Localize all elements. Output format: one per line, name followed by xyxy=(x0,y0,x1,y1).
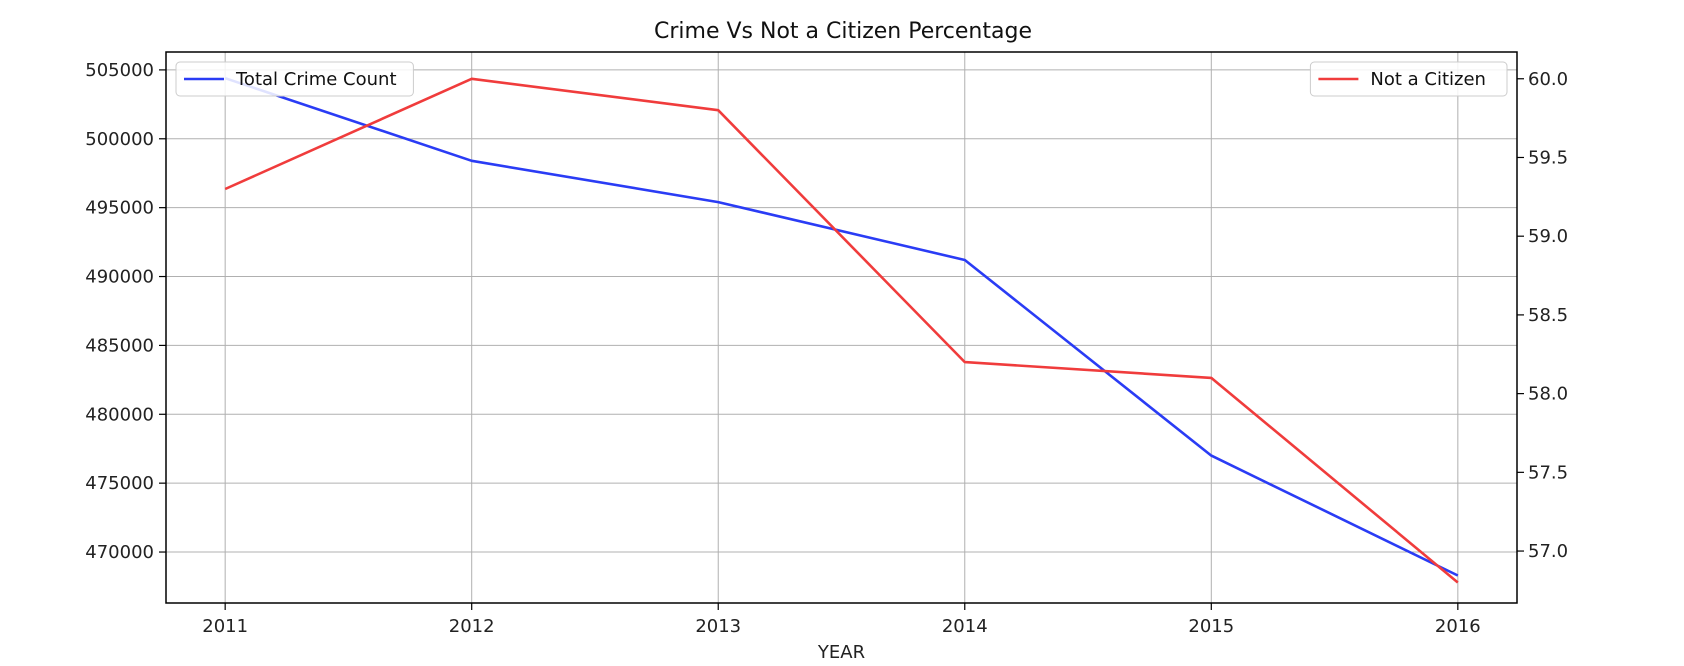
right-y-tick-label: 59.0 xyxy=(1528,226,1568,247)
x-axis-label: YEAR xyxy=(817,642,865,663)
series-line-total-crime-count xyxy=(224,76,1459,577)
legend-label: Not a Citizen xyxy=(1370,69,1486,90)
right-y-axis: 57.0 57.5 58.0 58.5 59.0 59.5 60.0 xyxy=(1517,69,1568,562)
legend-label: Total Crime Count xyxy=(235,69,397,90)
x-tick-label: 2012 xyxy=(449,616,495,637)
left-y-tick-label: 505000 xyxy=(85,60,154,81)
x-tick-label: 2014 xyxy=(942,616,988,637)
right-y-tick-label: 59.5 xyxy=(1528,147,1568,168)
series-layer xyxy=(224,76,1459,584)
left-y-axis: 470000 475000 480000 485000 490000 495000 5000… xyxy=(85,60,166,563)
right-y-tick-label: 60.0 xyxy=(1528,69,1568,90)
right-y-tick-label: 58.0 xyxy=(1528,384,1568,405)
x-tick-label: 2011 xyxy=(202,616,248,637)
x-axis: 2011 2012 2013 2014 2015 2016 xyxy=(202,603,1481,637)
left-y-tick-label: 480000 xyxy=(85,404,154,425)
left-y-tick-label: 470000 xyxy=(85,542,154,563)
grid-layer xyxy=(166,52,1517,603)
left-y-tick-label: 485000 xyxy=(85,335,154,356)
right-y-tick-label: 57.5 xyxy=(1528,462,1568,483)
left-y-tick-label: 475000 xyxy=(85,473,154,494)
plot-frame xyxy=(165,51,1518,604)
legend-box xyxy=(1309,61,1508,97)
chart-title: Crime Vs Not a Citizen Percentage xyxy=(654,19,1032,44)
x-tick-label: 2016 xyxy=(1435,616,1481,637)
left-y-tick-label: 495000 xyxy=(85,198,154,219)
legend-box xyxy=(175,61,414,97)
x-tick-label: 2013 xyxy=(695,616,741,637)
legend-left: Total Crime Count xyxy=(175,61,414,97)
right-y-tick-label: 58.5 xyxy=(1528,305,1568,326)
left-y-tick-label: 490000 xyxy=(85,267,154,288)
left-y-tick-label: 500000 xyxy=(85,129,154,150)
legend-right: Not a Citizen xyxy=(1309,61,1508,97)
x-tick-label: 2015 xyxy=(1188,616,1234,637)
series-line-not-a-citizen xyxy=(224,77,1459,584)
right-y-tick-label: 57.0 xyxy=(1528,541,1568,562)
